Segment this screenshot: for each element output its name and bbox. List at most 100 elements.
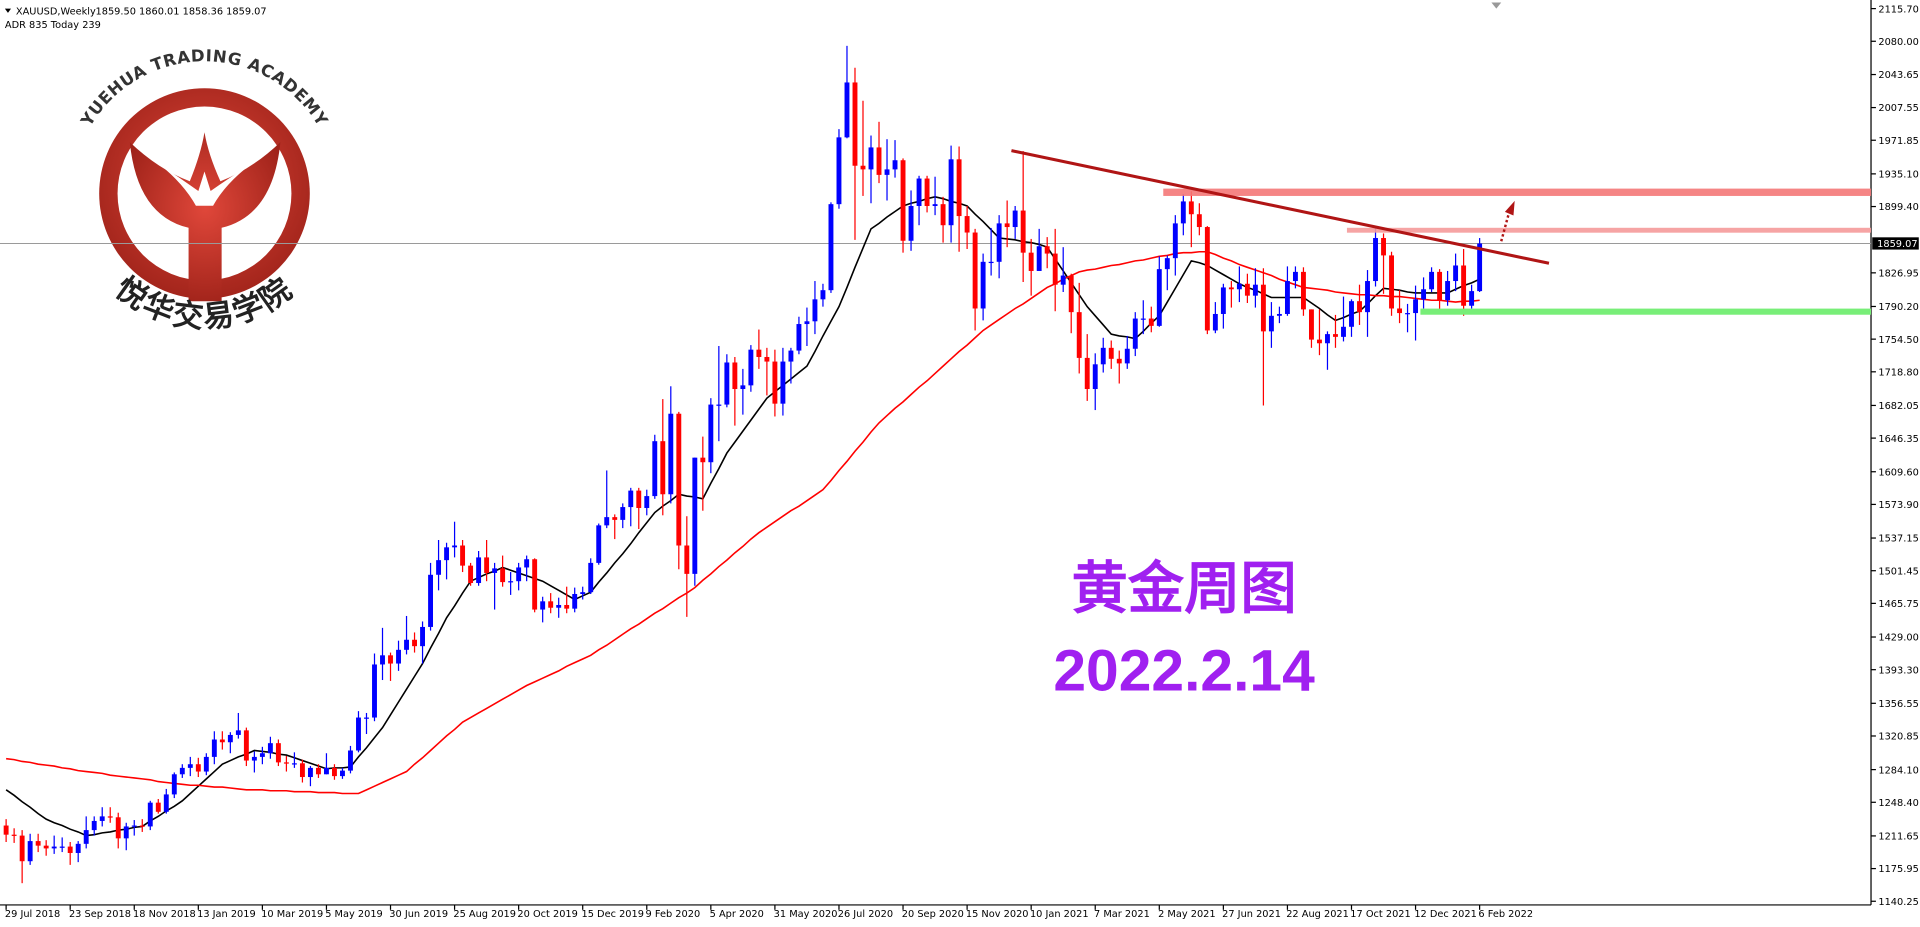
y-tick-label: 1211.65 — [1878, 832, 1918, 843]
candle-body — [572, 594, 578, 609]
candle-body — [1076, 312, 1082, 358]
candle-body — [716, 404, 722, 406]
candle-body — [412, 639, 417, 647]
logo-emblem — [129, 132, 281, 302]
candle-body — [1349, 301, 1354, 327]
candle-body — [996, 223, 1002, 262]
candle-body — [1092, 364, 1098, 390]
candle-body — [356, 717, 361, 751]
x-tick-label: 20 Sep 2020 — [902, 909, 964, 920]
candle-body — [1036, 246, 1042, 271]
candle-body — [404, 639, 409, 650]
y-tick-label: 1826.95 — [1878, 269, 1918, 280]
candle-body — [107, 816, 113, 818]
candle-body — [740, 385, 746, 390]
candle-body — [1124, 348, 1130, 364]
candle-body — [420, 626, 425, 647]
y-tick-label: 1501.45 — [1878, 566, 1918, 577]
logo-emblem-cut — [159, 164, 252, 206]
y-tick-label: 1393.30 — [1878, 665, 1918, 676]
candle-body — [852, 82, 858, 166]
candle-body — [211, 739, 217, 757]
candle-body — [1453, 265, 1459, 282]
candle-body — [1309, 309, 1314, 340]
candle-body — [1413, 299, 1419, 314]
candle-body — [1140, 318, 1146, 320]
candle-body — [1228, 287, 1234, 290]
candle-body — [67, 846, 73, 853]
y-tick-label: 1465.75 — [1878, 599, 1918, 610]
candle-body — [620, 507, 626, 520]
candle-body — [436, 560, 442, 575]
candle-body — [1461, 265, 1467, 306]
moving-average — [6, 250, 1480, 795]
candle-body — [1244, 283, 1250, 296]
candle-body — [332, 767, 337, 777]
candle-body — [1445, 281, 1451, 301]
candle-body — [652, 441, 658, 497]
candle-body — [1437, 271, 1443, 301]
candle-body — [836, 137, 842, 205]
candle-body — [1052, 253, 1058, 285]
candle-body — [1341, 326, 1346, 337]
x-tick-label: 7 Mar 2021 — [1094, 909, 1150, 920]
candle-body — [1156, 269, 1162, 326]
x-tick-label: 2 May 2021 — [1158, 909, 1216, 920]
x-tick-label: 10 Mar 2019 — [261, 909, 323, 920]
candle-body — [612, 517, 618, 520]
candle-body — [315, 767, 321, 775]
header-arrow — [4, 8, 12, 13]
candle-body — [828, 204, 834, 291]
x-tick-label: 17 Oct 2021 — [1350, 909, 1410, 920]
candle-body — [532, 559, 538, 610]
candle-body — [1389, 255, 1394, 309]
y-tick-label: 1537.15 — [1878, 534, 1918, 545]
x-tick-label: 22 Aug 2021 — [1286, 909, 1349, 920]
x-tick-label: 6 Feb 2022 — [1478, 909, 1533, 920]
candle-body — [596, 525, 602, 563]
candle-body — [203, 756, 209, 772]
indicator-text: ADR 835 Today 239 — [5, 20, 101, 31]
y-tick-label: 1646.35 — [1878, 434, 1918, 445]
candle-body — [1252, 284, 1258, 296]
x-tick-label: 12 Dec 2021 — [1414, 909, 1477, 920]
header-values: 1859.50 1860.01 1858.36 1859.07 — [96, 7, 267, 18]
candle-body — [1300, 271, 1306, 310]
candle-body — [556, 604, 562, 608]
candle-body — [35, 841, 41, 846]
candle-body — [43, 845, 49, 849]
candle-body — [340, 770, 345, 777]
logo: YUEHUA TRADING ACADEMY 悦华交易学院 — [77, 46, 332, 336]
x-tick-label: 15 Dec 2019 — [581, 909, 644, 920]
y-tick-label: 1790.20 — [1878, 302, 1918, 313]
candle-body — [27, 841, 33, 862]
x-tick-label: 18 Nov 2018 — [133, 909, 196, 920]
candle-body — [588, 562, 594, 593]
candle-body — [796, 324, 802, 351]
candle-body — [179, 767, 185, 775]
x-tick-label: 5 Apr 2020 — [710, 909, 764, 920]
x-tick-label: 23 Sep 2018 — [69, 909, 131, 920]
candle-body — [195, 764, 201, 772]
candle-body — [524, 559, 530, 568]
candle-body — [1365, 281, 1370, 313]
candle-body — [788, 350, 794, 362]
candle-body — [468, 565, 474, 584]
candle-body — [267, 743, 273, 754]
candle-body — [235, 730, 241, 735]
resistance-zone — [1163, 188, 1872, 196]
candle-body — [1317, 339, 1322, 344]
resistance-zone — [1346, 227, 1872, 233]
candle-body — [956, 159, 962, 217]
candle-body — [820, 290, 826, 300]
candle-body — [1012, 210, 1018, 228]
y-tick-label: 1899.40 — [1878, 202, 1918, 213]
y-tick-label: 1971.85 — [1878, 136, 1918, 147]
candle-body — [139, 825, 145, 827]
candle-body — [428, 574, 434, 627]
candle-body — [1220, 287, 1226, 314]
candle-body — [131, 825, 137, 827]
candle-body — [780, 361, 786, 404]
candle-body — [540, 601, 546, 610]
